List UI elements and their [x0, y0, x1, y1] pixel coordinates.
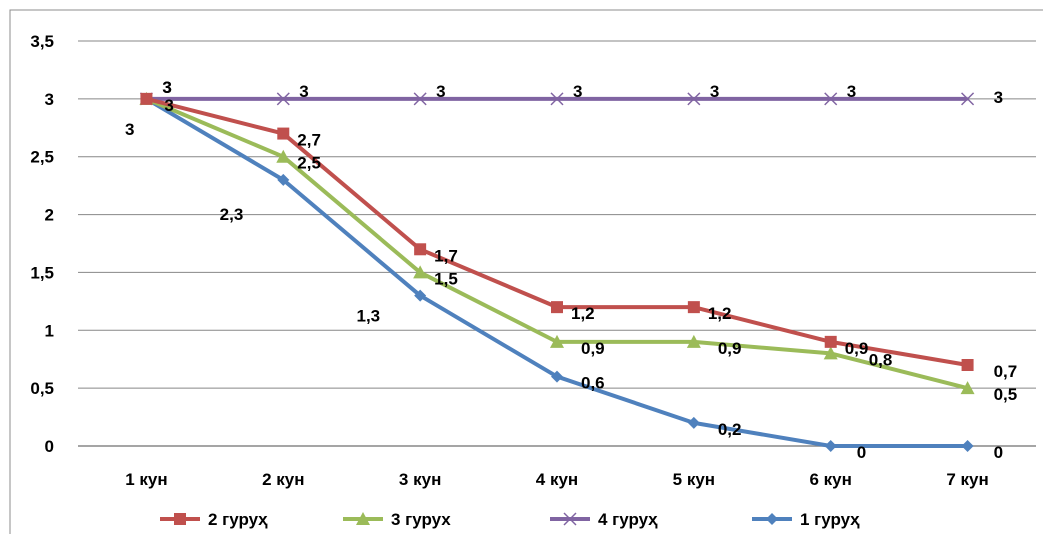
x-tick-label: 7 кун [946, 470, 988, 489]
legend-label: 2 гуруҳ [208, 510, 268, 529]
chart-border [9, 9, 1043, 534]
data-label: 3 [299, 82, 308, 101]
legend-label: 4 гуруҳ [598, 510, 658, 529]
data-point [140, 92, 153, 105]
legend-label: 3 гурух [391, 510, 451, 529]
data-point [277, 173, 290, 186]
data-point [961, 359, 974, 371]
data-label: 1,2 [571, 304, 595, 323]
data-label: 3 [436, 82, 445, 101]
data-label: 0,2 [718, 420, 742, 439]
y-tick-label: 1,5 [30, 263, 54, 282]
data-point [687, 92, 701, 106]
data-point [824, 440, 837, 452]
x-tick-label: 1 кун [125, 470, 167, 489]
data-point [414, 243, 427, 256]
legend-item: 1 гуруҳ [752, 510, 860, 529]
data-label: 2,7 [297, 131, 321, 150]
data-label: 3 [125, 120, 134, 139]
data-point [277, 127, 290, 140]
y-tick-label: 0 [45, 437, 54, 456]
data-label: 0 [857, 443, 866, 462]
y-tick-label: 1 [45, 321, 54, 340]
data-label: 3 [162, 78, 171, 97]
data-point [766, 513, 778, 525]
y-tick-label: 2,5 [30, 148, 54, 167]
data-point [551, 370, 563, 383]
data-label: 1,5 [434, 269, 458, 288]
data-point [960, 381, 975, 395]
data-point [961, 92, 975, 106]
data-label: 1,2 [708, 304, 732, 323]
y-tick-label: 3,5 [30, 32, 54, 51]
data-point [824, 335, 837, 348]
data-label: 2,5 [297, 154, 321, 173]
data-label: 3 [164, 96, 173, 115]
data-point [551, 301, 563, 314]
data-label: 3 [162, 78, 171, 97]
data-point [356, 512, 370, 525]
data-label: 1,3 [357, 307, 381, 326]
y-tick-label: 2 [45, 206, 54, 225]
data-point [823, 346, 838, 360]
data-label: 0,9 [581, 339, 605, 358]
data-label: 0,7 [994, 362, 1018, 381]
data-point [276, 149, 291, 163]
legend-item: 2 гуруҳ [160, 510, 268, 529]
y-tick-label: 0,5 [30, 379, 54, 398]
data-label: 3 [847, 82, 856, 101]
series-line [145, 96, 968, 367]
data-point [824, 92, 838, 106]
data-label: 1,7 [434, 246, 458, 265]
data-label: 0,8 [869, 350, 893, 369]
data-label: 0 [994, 443, 1003, 462]
data-label: 0,9 [718, 339, 742, 358]
data-point [550, 334, 564, 348]
legend-item: 4 гуруҳ [550, 510, 658, 529]
data-point [961, 440, 974, 452]
data-label: 2,3 [220, 205, 244, 224]
data-point [687, 416, 700, 429]
data-label: 0,6 [581, 374, 605, 393]
data-point [413, 92, 427, 106]
data-point [687, 301, 700, 314]
legend-item: 3 гурух [343, 510, 451, 529]
data-label: 3 [994, 88, 1003, 107]
data-label: 0,9 [845, 339, 869, 358]
x-tick-label: 4 кун [536, 470, 578, 489]
series-1 [140, 92, 974, 371]
data-label: 3 [573, 82, 582, 101]
x-tick-label: 2 кун [262, 470, 304, 489]
data-point [174, 513, 186, 525]
data-point [686, 334, 701, 348]
x-tick-label: 3 кун [399, 470, 441, 489]
x-tick-label: 5 кун [673, 470, 715, 489]
legend-label: 1 гуруҳ [800, 510, 860, 529]
y-tick-label: 3 [45, 90, 54, 109]
data-label: 0,5 [994, 385, 1018, 404]
data-point [550, 92, 564, 106]
data-point [276, 92, 290, 106]
x-tick-label: 6 кун [810, 470, 852, 489]
data-label: 3 [710, 82, 719, 101]
data-point [414, 289, 427, 302]
data-point [413, 265, 428, 279]
data-point [563, 512, 577, 526]
